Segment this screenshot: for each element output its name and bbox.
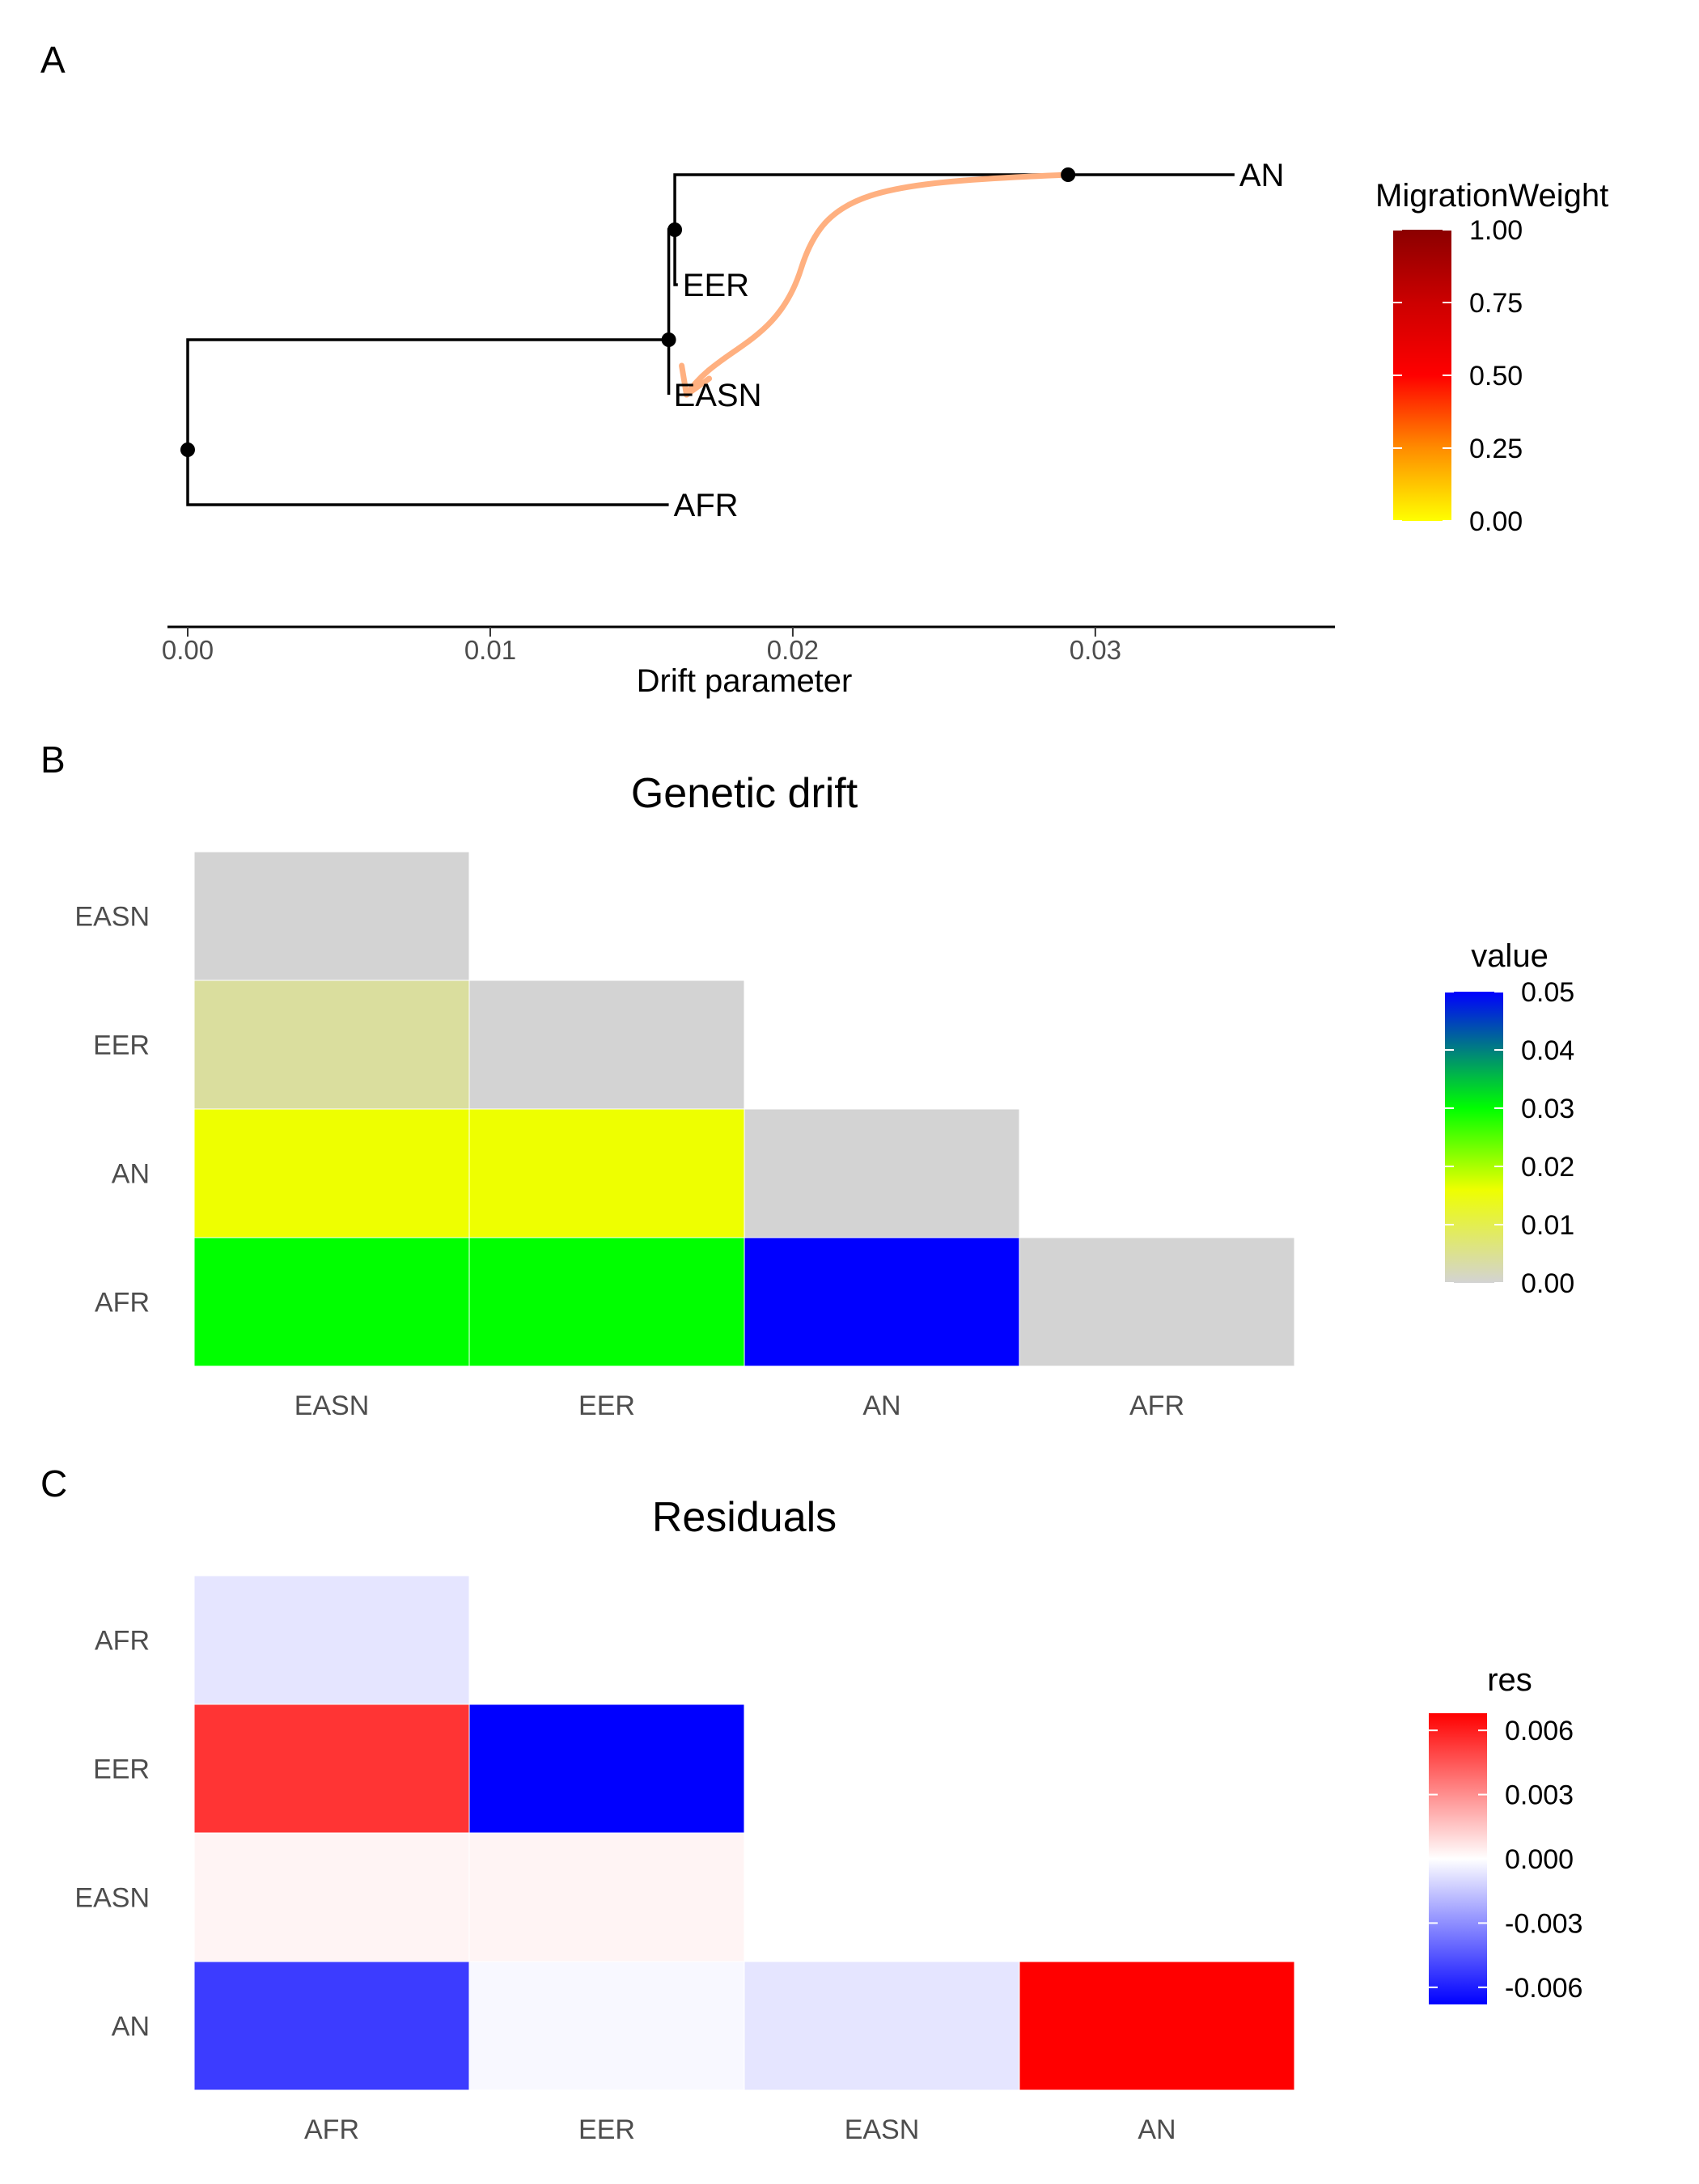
heatmap-cell-afr-afr <box>1019 1237 1295 1367</box>
panel-b-letter: B <box>40 739 66 781</box>
tip-label-an: AN <box>1239 158 1285 193</box>
heatmap-cell-afr-an <box>193 1961 470 2091</box>
tree-node-an-node <box>1061 167 1076 182</box>
colorbar <box>1393 230 1451 521</box>
x-axis-label-an: AN <box>1138 2114 1176 2145</box>
tree-x-tick-label: 0.00 <box>162 635 214 665</box>
heatmap-cell-eer-eer <box>468 980 745 1110</box>
tree-edge-root-n1 <box>186 338 669 450</box>
colorbar <box>1445 992 1503 1283</box>
heatmap-cell-afr-easn <box>193 1832 470 1962</box>
heatmap-cell-eer-afr <box>468 1237 745 1367</box>
panel-a-tree: A AN EER EASN AFR 0.00 0.01 0.02 0.03 Drift pa… <box>40 39 1608 699</box>
colorbar-tick-label: -0.003 <box>1505 1908 1582 1939</box>
panel-a-letter: A <box>40 39 66 81</box>
y-axis-label-an: AN <box>112 1159 150 1190</box>
y-axis-label-eer: EER <box>93 1031 150 1061</box>
heatmap-cell-an-an <box>1019 1961 1295 2091</box>
colorbar-tick-label: 1.00 <box>1469 215 1523 246</box>
heatmap-cell-easn-eer <box>193 980 470 1110</box>
tree-x-tick-label: 0.01 <box>464 635 516 665</box>
residuals-title: Residuals <box>652 1494 837 1541</box>
tree-x-tick-label: 0.02 <box>767 635 819 665</box>
tree-x-axis-title: Drift parameter <box>637 663 853 699</box>
tree-tip-labels: AN EER EASN AFR <box>674 158 1285 523</box>
tree-edge-root-afr <box>186 450 669 506</box>
colorbar-tick-label: 0.04 <box>1521 1035 1574 1066</box>
migration-arrowhead <box>679 362 713 398</box>
migration-edge-an-node-easn <box>684 171 1071 398</box>
genetic-drift-legend: value 0.00 0.01 0.02 0.03 0.04 0.05 <box>1445 938 1574 1299</box>
colorbar-tick-label: 0.006 <box>1505 1716 1574 1746</box>
heatmap-cell-afr-eer <box>193 1704 470 1834</box>
heatmap-cell-eer-an <box>468 1108 745 1238</box>
heatmap-cell-an-an <box>744 1108 1020 1238</box>
x-axis-label-afr: AFR <box>1129 1390 1184 1421</box>
tree-dots <box>180 167 1076 457</box>
panel-c-heatmap: C Residuals AFR EER EASN AN AFR EER EASN AN res… <box>40 1462 1582 2145</box>
migration-weight-legend: MigrationWeight 0.00 0.25 0.50 0.75 1.00 <box>1375 178 1608 537</box>
heatmap-cell-easn-an <box>744 1961 1020 2091</box>
colorbar <box>1429 1713 1487 2004</box>
tree-edges <box>186 173 1235 506</box>
heatmap-cell-an-afr <box>744 1237 1020 1367</box>
x-axis-label-afr: AFR <box>304 2114 359 2145</box>
colorbar-tick-label: -0.006 <box>1505 1973 1582 2004</box>
y-axis-label-eer: EER <box>93 1754 150 1785</box>
colorbar-tick-label: 0.25 <box>1469 434 1523 464</box>
colorbar-tick-label: 0.03 <box>1521 1094 1574 1124</box>
y-axis-label-easn: EASN <box>74 1883 150 1914</box>
tree-edge-n2-eer <box>673 230 678 286</box>
heatmap-cell-eer-an <box>468 1961 745 2091</box>
heatmap-cell-easn-easn <box>744 1832 1020 1962</box>
heatmap-cell-afr-afr <box>193 1575 470 1705</box>
y-axis-label-afr: AFR <box>95 1288 150 1318</box>
colorbar-tick-label: 0.75 <box>1469 288 1523 319</box>
tree-edge-n2-an-node <box>673 173 1069 230</box>
x-axis-label-an: AN <box>862 1390 900 1421</box>
genetic-drift-title: Genetic drift <box>631 770 858 817</box>
x-axis-label-eer: EER <box>578 2114 635 2145</box>
residuals-legend-title: res <box>1487 1662 1532 1698</box>
colorbar-tick-label: 0.01 <box>1521 1210 1574 1241</box>
panel-b-heatmap: B Genetic drift EASN EER AN AFR EASN EER AN AFR… <box>40 739 1574 1421</box>
tip-label-afr: AFR <box>674 488 739 523</box>
colorbar-tick-label: 0.003 <box>1505 1780 1574 1811</box>
colorbar-tick-label: 0.50 <box>1469 361 1523 392</box>
tip-label-eer: EER <box>683 268 749 303</box>
tree-migration <box>679 171 1071 398</box>
y-axis-label-afr: AFR <box>95 1626 150 1657</box>
heatmap-cell-easn-an <box>193 1108 470 1238</box>
residuals-heatmap: AFR EER EASN AN AFR EER EASN AN <box>74 1575 1295 2145</box>
heatmap-cell-eer-easn <box>468 1832 745 1962</box>
x-axis-label-easn: EASN <box>294 1390 370 1421</box>
x-axis-label-easn: EASN <box>845 2114 920 2145</box>
genetic-drift-legend-title: value <box>1471 938 1549 974</box>
y-axis-label-easn: EASN <box>74 902 150 933</box>
heatmap-cell-easn-afr <box>193 1237 470 1367</box>
residuals-legend: res 0.006 0.003 0.000 -0.003 -0.006 <box>1429 1662 1582 2004</box>
tree-x-axis: 0.00 0.01 0.02 0.03 <box>162 625 1335 665</box>
colorbar-tick-label: 0.000 <box>1505 1844 1574 1875</box>
tree-node-root <box>180 442 195 457</box>
tree-node-n1 <box>661 332 676 347</box>
tip-label-easn: EASN <box>674 378 762 413</box>
panel-c-letter: C <box>40 1462 67 1505</box>
colorbar-tick-label: 0.00 <box>1521 1268 1574 1299</box>
colorbar-tick-label: 0.00 <box>1469 506 1523 537</box>
y-axis-label-an: AN <box>112 2012 150 2042</box>
migration-weight-legend-title: MigrationWeight <box>1375 178 1608 214</box>
tree-node-n2 <box>667 222 683 237</box>
genetic-drift-heatmap: EASN EER AN AFR EASN EER AN AFR <box>74 851 1295 1421</box>
heatmap-cell-eer-eer <box>468 1704 745 1834</box>
tree-x-tick-label: 0.03 <box>1070 635 1121 665</box>
heatmap-cell-easn-easn <box>193 851 470 981</box>
colorbar-tick-label: 0.05 <box>1521 977 1574 1008</box>
colorbar-tick-label: 0.02 <box>1521 1152 1574 1183</box>
x-axis-label-eer: EER <box>578 1390 635 1421</box>
